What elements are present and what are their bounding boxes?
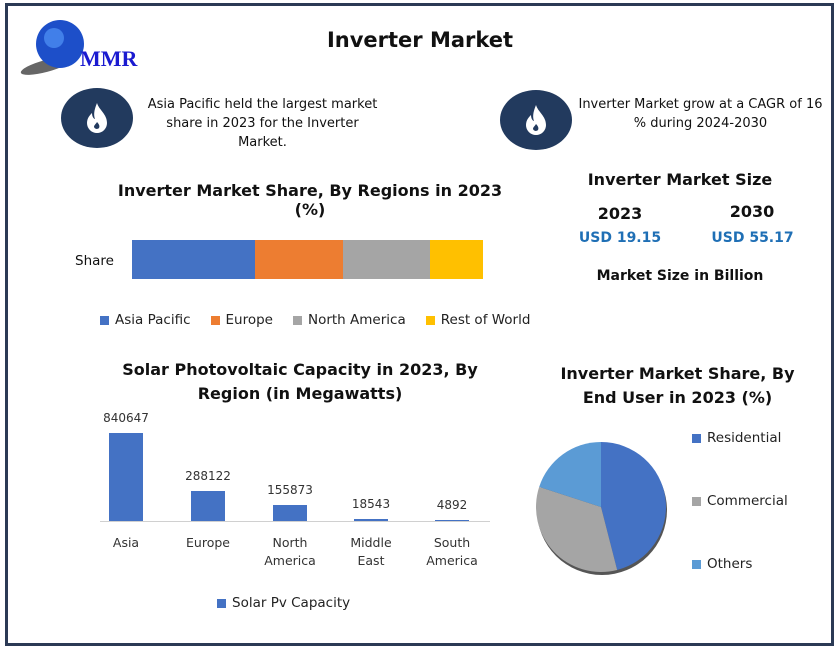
stacked-bar bbox=[132, 240, 483, 279]
legend-swatch bbox=[692, 496, 701, 506]
legend-item: Residential bbox=[692, 430, 781, 446]
bar bbox=[273, 504, 307, 521]
legend-item: Europe bbox=[210, 312, 273, 328]
legend-swatch bbox=[210, 315, 220, 325]
page-title: Inverter Market bbox=[326, 28, 514, 52]
mmr-logo: MMR bbox=[18, 18, 148, 78]
bar-segment-europe bbox=[254, 240, 343, 279]
share-axis-label: Share bbox=[75, 253, 114, 269]
tick-label: South America bbox=[426, 535, 478, 568]
tick-label: Europe bbox=[186, 535, 230, 550]
legend-item: Others bbox=[692, 556, 752, 572]
legend-swatch bbox=[217, 598, 226, 608]
tick-label: Asia bbox=[112, 535, 140, 550]
bar bbox=[191, 490, 225, 521]
globe-icon bbox=[20, 20, 84, 75]
legend-label: Solar Pv Capacity bbox=[232, 595, 351, 611]
year-2030: 2030 bbox=[729, 202, 775, 221]
legend-item: North America bbox=[292, 312, 406, 328]
note-cagr: Inverter Market grow at a CAGR of 16 % d… bbox=[578, 97, 823, 131]
bar-segment-rest-of-world bbox=[430, 240, 483, 279]
legend-item: Rest of World bbox=[425, 312, 531, 328]
data-label: 840647 bbox=[103, 411, 149, 425]
note-asia-pacific: Asia Pacific held the largest market sha… bbox=[147, 97, 378, 150]
solar-chart-title: Solar Photovoltaic Capacity in 2023, By … bbox=[122, 360, 478, 403]
share-legend: Asia Pacific Europe North America Rest of W… bbox=[100, 312, 530, 328]
flame-icon bbox=[61, 88, 133, 148]
pie-slice-commercial bbox=[536, 486, 618, 572]
tick-label: Middle East bbox=[350, 535, 392, 568]
end-user-chart-title: Inverter Market Share, By End User in 20… bbox=[560, 364, 795, 407]
year-2023: 2023 bbox=[597, 204, 643, 223]
solar-legend: Solar Pv Capacity bbox=[217, 595, 350, 611]
pie-slice-others bbox=[539, 442, 601, 507]
legend-label: Europe bbox=[225, 312, 273, 328]
legend-item: Commercial bbox=[692, 493, 788, 509]
infographic-frame bbox=[5, 3, 834, 646]
legend-label: Residential bbox=[707, 430, 782, 446]
legend-label: North America bbox=[307, 312, 406, 328]
legend-swatch bbox=[692, 433, 701, 443]
bar bbox=[435, 520, 469, 521]
legend-label: Asia Pacific bbox=[115, 312, 191, 328]
value-2030: USD 55.17 bbox=[711, 230, 794, 246]
x-axis bbox=[100, 521, 490, 522]
logo-text: MMR bbox=[80, 46, 138, 71]
legend-swatch bbox=[100, 315, 109, 325]
value-2023: USD 19.15 bbox=[578, 230, 662, 246]
legend-swatch bbox=[692, 559, 701, 569]
bar-segment-asia-pacific bbox=[132, 240, 255, 279]
legend-label: Commercial bbox=[707, 493, 788, 509]
data-label: 18543 bbox=[351, 497, 391, 512]
bar bbox=[109, 433, 143, 521]
legend-swatch bbox=[292, 315, 302, 325]
legend-label: Rest of World bbox=[440, 312, 531, 328]
bar-segment-north-america bbox=[342, 240, 431, 279]
tick-label: North America bbox=[264, 535, 316, 568]
data-label: 155873 bbox=[267, 482, 313, 497]
share-chart-title: Inverter Market Share, By Regions in 202… bbox=[117, 181, 503, 219]
market-size-unit: Market Size in Billion bbox=[596, 268, 764, 284]
legend-item: Asia Pacific bbox=[100, 312, 191, 328]
pie-slice-residential bbox=[601, 442, 666, 570]
end-user-pie bbox=[536, 442, 667, 575]
market-size-title: Inverter Market Size bbox=[587, 170, 773, 189]
data-label: 288122 bbox=[185, 468, 231, 483]
legend-swatch bbox=[425, 315, 435, 325]
bar bbox=[354, 519, 388, 521]
legend-label: Others bbox=[707, 556, 753, 572]
data-label: 4892 bbox=[436, 498, 468, 512]
flame-icon bbox=[500, 90, 572, 150]
